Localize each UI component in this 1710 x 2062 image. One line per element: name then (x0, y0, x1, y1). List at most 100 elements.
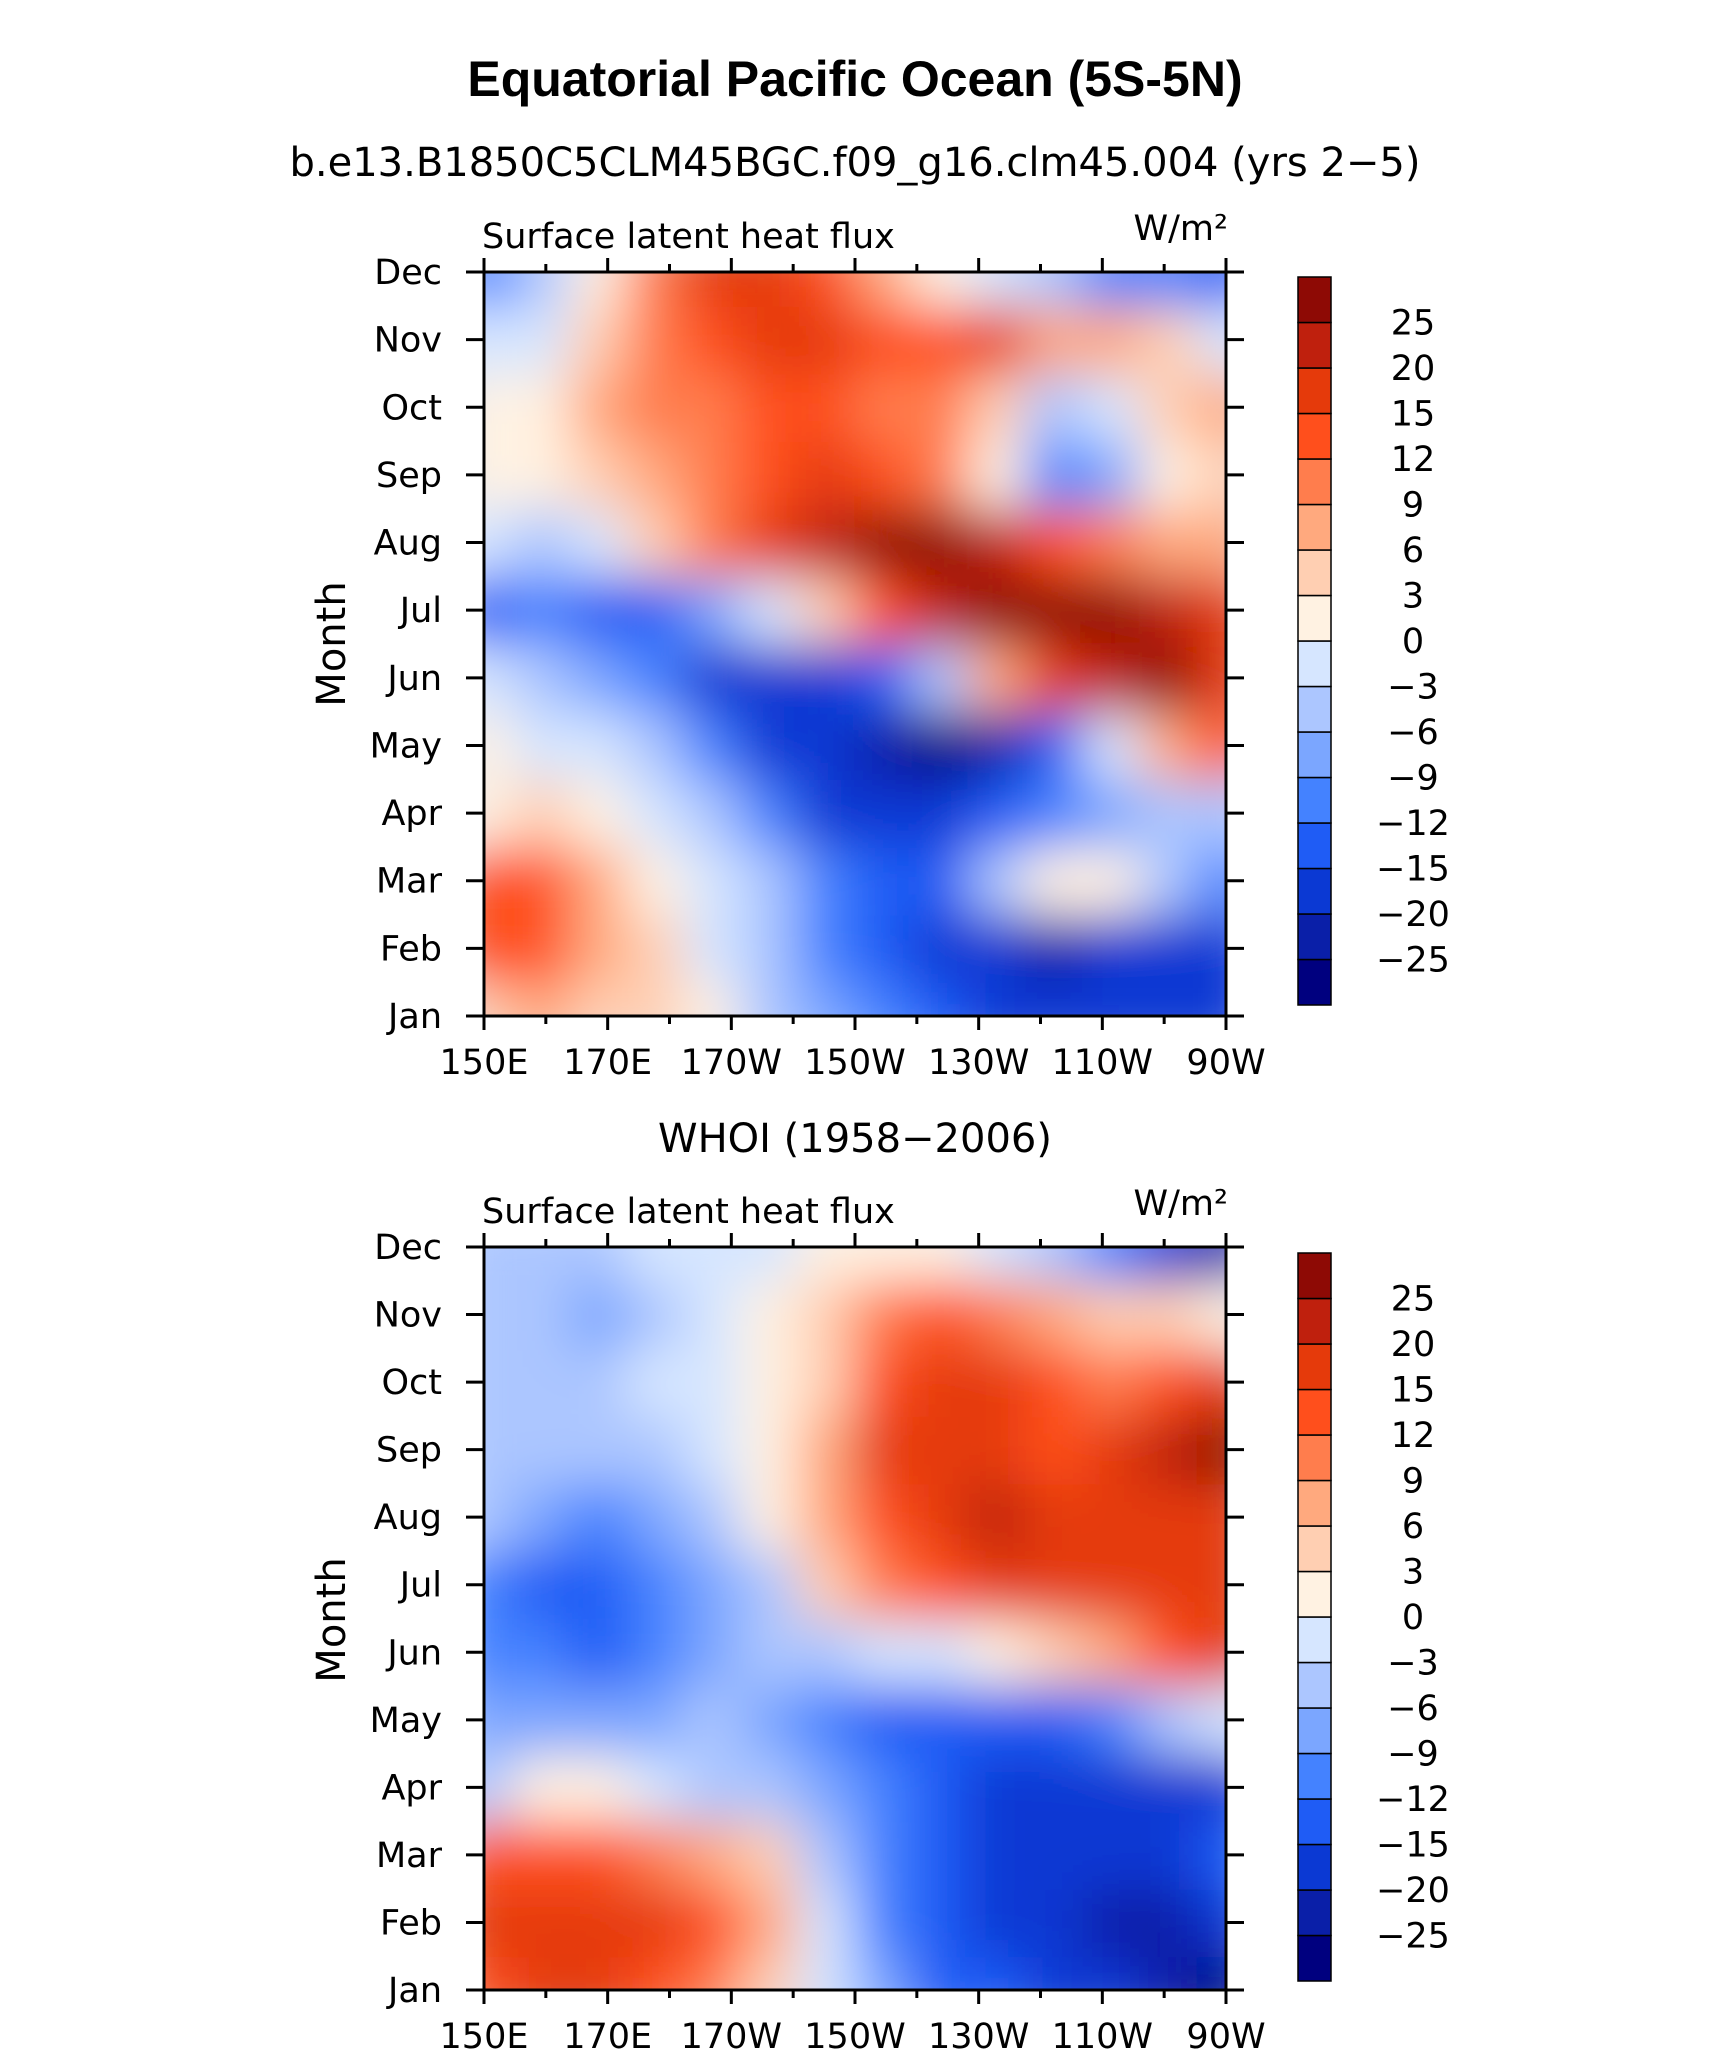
heatmap-cell (1025, 1752, 1085, 1823)
colorbar-swatch (1297, 1434, 1332, 1482)
heatmap-cell (1139, 710, 1199, 781)
heatmap-cell (1025, 1955, 1085, 1990)
heatmap-cell (911, 981, 971, 1016)
heatmap-cell (568, 778, 628, 848)
heatmap-cell (484, 1482, 514, 1552)
heatmap-cell (854, 1955, 914, 1990)
heatmap-cell (911, 913, 971, 984)
heatmap-cell (1025, 1482, 1085, 1552)
heatmap-cell (568, 1549, 628, 1620)
heatmap-cell (1139, 1955, 1199, 1990)
heatmap-cell (1082, 1414, 1142, 1485)
heatmap-cell (568, 272, 628, 307)
heatmap-cell (968, 272, 1028, 307)
heatmap-cells (484, 1247, 1226, 1990)
colorbar-label: 15 (1391, 1371, 1436, 1411)
colorbar-label: 25 (1391, 1280, 1436, 1320)
heatmap-cell (854, 1347, 914, 1417)
y-tick-label: Jul (398, 1566, 442, 1606)
heatmap-cell (568, 1955, 628, 1990)
heatmap-cell (739, 1955, 799, 1990)
colorbar-label: −12 (1376, 804, 1450, 844)
colorbar-swatch (1297, 913, 1332, 961)
heatmap-cell (739, 643, 799, 713)
heatmap-cell (1082, 440, 1142, 510)
colorbar-label: 20 (1391, 1325, 1436, 1365)
heatmap-cell (739, 304, 799, 375)
heatmap-cell (911, 372, 971, 443)
heatmap-cell (796, 1752, 856, 1823)
heatmap-cell (796, 981, 856, 1016)
heatmap-cell (484, 1279, 514, 1350)
top-panel-axes: 150E 170E 170W 150W 130W 110W 90W Jan Feb Mar Apr M… (370, 253, 1266, 1083)
heatmap-cell (911, 845, 971, 916)
heatmap-cell (1139, 1347, 1199, 1417)
heatmap-cell (484, 981, 514, 1016)
heatmap-cell (568, 710, 628, 781)
heatmap-cell (968, 1617, 1028, 1688)
heatmap-cell (968, 1752, 1028, 1823)
colorbar-label: 9 (1402, 1462, 1424, 1502)
heatmap-cell (682, 1549, 742, 1620)
colorbar-label: −6 (1387, 1689, 1439, 1729)
heatmap-cell (1025, 981, 1085, 1016)
heatmap-cell (568, 1617, 628, 1688)
figure-title: Equatorial Pacific Ocean (5S-5N) (467, 51, 1242, 107)
heatmap-cell (739, 1887, 799, 1958)
heatmap-cell (854, 1279, 914, 1350)
colorbar-label: −6 (1387, 713, 1439, 753)
x-tick-label: 170E (563, 1043, 652, 1083)
heatmap-cell (1025, 643, 1085, 713)
heatmap-cell (968, 507, 1028, 578)
y-tick-label: Sep (376, 1431, 442, 1471)
colorbar-swatch (1297, 685, 1332, 733)
heatmap-cell (739, 507, 799, 578)
y-tick-label: Jul (398, 591, 442, 631)
heatmap-cell (1082, 1279, 1142, 1350)
heatmap-cell (1025, 1685, 1085, 1755)
heatmap-cell (854, 1887, 914, 1958)
heatmap-cell (911, 1752, 971, 1823)
heatmap-cell (1196, 1752, 1226, 1823)
heatmap-cell (1139, 372, 1199, 443)
heatmap-cell (484, 440, 514, 510)
colorbar-label: 6 (1402, 1507, 1424, 1547)
y-tick-label: Mar (376, 1836, 443, 1876)
heatmap-cell (625, 1887, 685, 1958)
heatmap-cell (682, 272, 742, 307)
colorbar-swatch (1297, 594, 1332, 642)
colorbar-swatch (1297, 1388, 1332, 1436)
heatmap-cell (1082, 1347, 1142, 1417)
heatmap-cell (1082, 1887, 1142, 1958)
heatmap-cell (682, 1414, 742, 1485)
heatmap-cell (968, 845, 1028, 916)
heatmap-cell (1196, 845, 1226, 916)
heatmap-cell (968, 1482, 1028, 1552)
colorbar-label: 20 (1391, 349, 1436, 389)
heatmap-cell (568, 913, 628, 984)
heatmap-cell (1139, 981, 1199, 1016)
top-panel-y-axis-label: Month (309, 581, 355, 706)
heatmap-cell (1082, 1482, 1142, 1552)
heatmap-cell (1139, 1482, 1199, 1552)
heatmap-cell (1025, 575, 1085, 645)
heatmap-cell (1139, 643, 1199, 713)
heatmap-cell (511, 845, 571, 916)
heatmap-cell (1025, 778, 1085, 848)
heatmap-cell (511, 1414, 571, 1485)
heatmap-cell (682, 981, 742, 1016)
heatmap-cell (796, 1279, 856, 1350)
heatmap-cell (1025, 710, 1085, 781)
y-tick-label: Oct (381, 388, 442, 428)
bottom-panel-y-axis-label: Month (309, 1557, 355, 1682)
heatmap-cell (968, 710, 1028, 781)
heatmap-cell (1082, 845, 1142, 916)
heatmap-cell (968, 1414, 1028, 1485)
heatmap-cell (682, 643, 742, 713)
heatmap-cell (796, 440, 856, 510)
top-panel: b.e13.B1850C5CLM45BGC.f09_g16.clm45.004 … (290, 140, 1450, 1083)
heatmap-cell (911, 304, 971, 375)
heatmap-cell (625, 1549, 685, 1620)
heatmap-cell (682, 1347, 742, 1417)
heatmap-cell (625, 1820, 685, 1890)
